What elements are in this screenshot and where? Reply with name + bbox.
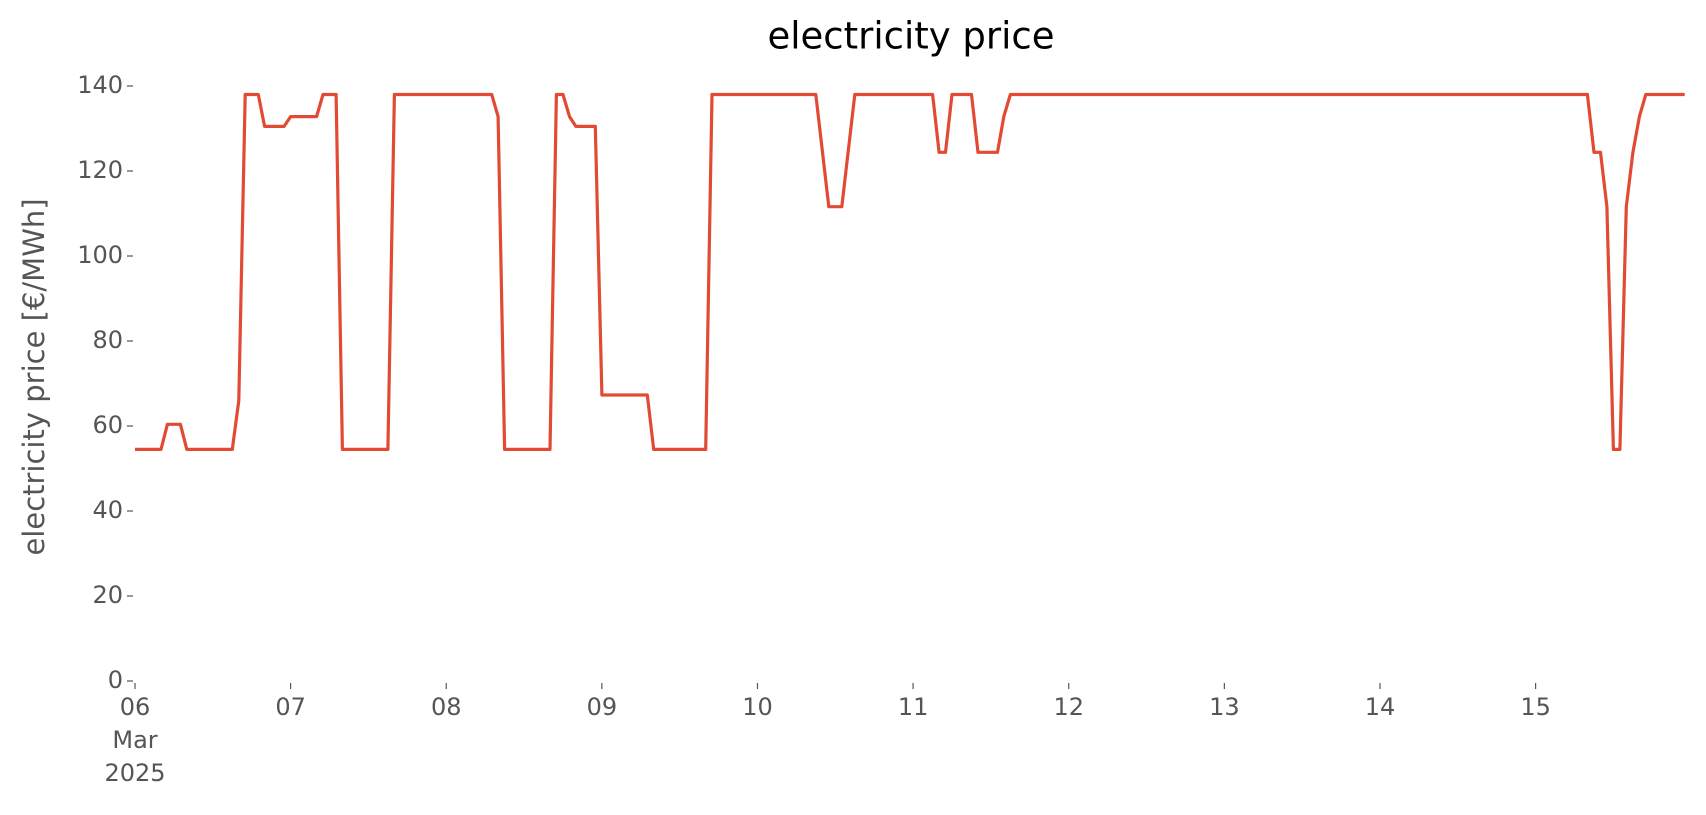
x-tick-label: 15 [1520, 693, 1551, 721]
x-tick-label: 14 [1364, 693, 1396, 721]
y-tick-label: 100 [77, 241, 123, 269]
y-tick-label: 140 [77, 71, 123, 99]
x-tick-label: 12 [1053, 693, 1084, 721]
x-tick-label: 11 [897, 693, 929, 721]
x-tick-label: 08 [430, 693, 462, 721]
y-tick-label: 80 [92, 326, 123, 354]
y-tick-label: 40 [92, 496, 123, 524]
x-tick-label: 09 [586, 693, 618, 721]
y-tick-label: 20 [92, 581, 123, 609]
x-tick-label: 13 [1209, 693, 1240, 721]
x-tick-label: 07 [275, 693, 306, 721]
y-tick-label: 0 [108, 666, 123, 694]
x-tick-label: 06 Mar 2025 [104, 693, 166, 787]
y-tick-label: 120 [77, 156, 123, 184]
x-tick-label: 10 [742, 693, 773, 721]
y-axis-label: electricity price [€/MWh] [17, 198, 51, 555]
price-line [135, 92, 1685, 451]
chart-title: electricity price [767, 15, 1054, 58]
y-tick-label: 60 [92, 411, 123, 439]
